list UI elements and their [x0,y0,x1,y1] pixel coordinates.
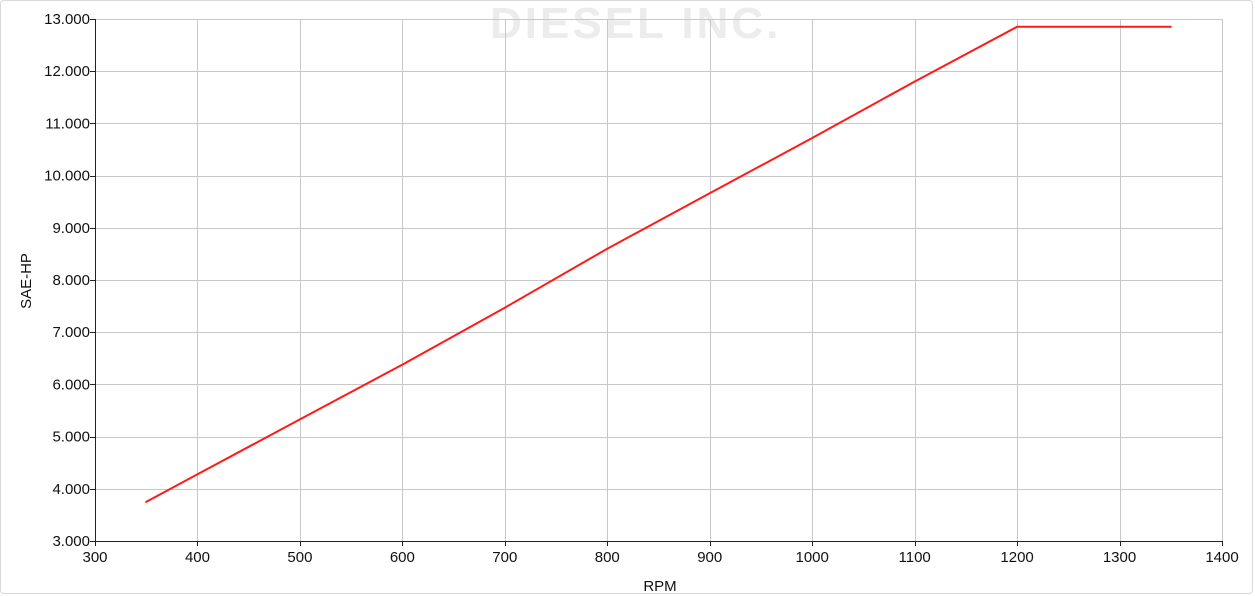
y-tick-label: 8.000 [52,272,90,289]
x-tick-label: 300 [82,549,107,566]
y-tick-labels: 3.000 4.000 5.000 6.000 7.000 8.000 9.000 10.00… [44,11,90,550]
y-tick-label: 5.000 [52,429,90,446]
grid [95,19,1223,542]
x-tick-label: 500 [287,549,312,566]
y-tick-label: 12.000 [44,63,90,80]
x-tick-label: 1200 [1000,549,1033,566]
x-tick-label: 600 [390,549,415,566]
x-tick-label: 800 [595,549,620,566]
y-tick-label: 3.000 [52,533,90,550]
x-tick-label: 1300 [1103,549,1136,566]
x-tick-label: 700 [492,549,517,566]
y-tick-label: 6.000 [52,376,90,393]
y-tick-label: 4.000 [52,481,90,498]
x-tick-label: 900 [697,549,722,566]
x-tick-label: 400 [185,549,210,566]
series-group [145,25,1172,503]
x-tick-label: 1000 [795,549,828,566]
x-tick-label: 1100 [899,549,931,566]
watermark-logo: DIESEL INC. [490,0,781,48]
y-tick-label: 13.000 [44,11,90,28]
axes [90,19,1223,546]
y-tick-label: 9.000 [52,220,90,237]
y-tick-label: 10.000 [44,168,90,185]
x-tick-label: 1400 [1205,549,1238,566]
y-tick-label: 11.000 [45,115,90,132]
y-axis-label: SAE-HP [18,253,35,309]
x-tick-labels: 300 400 500 600 700 800 900 1000 1100 1200 1300 140… [82,549,1238,566]
series-line [145,25,1172,503]
y-tick-label: 7.000 [52,324,90,341]
x-axis-label: RPM [643,578,676,595]
